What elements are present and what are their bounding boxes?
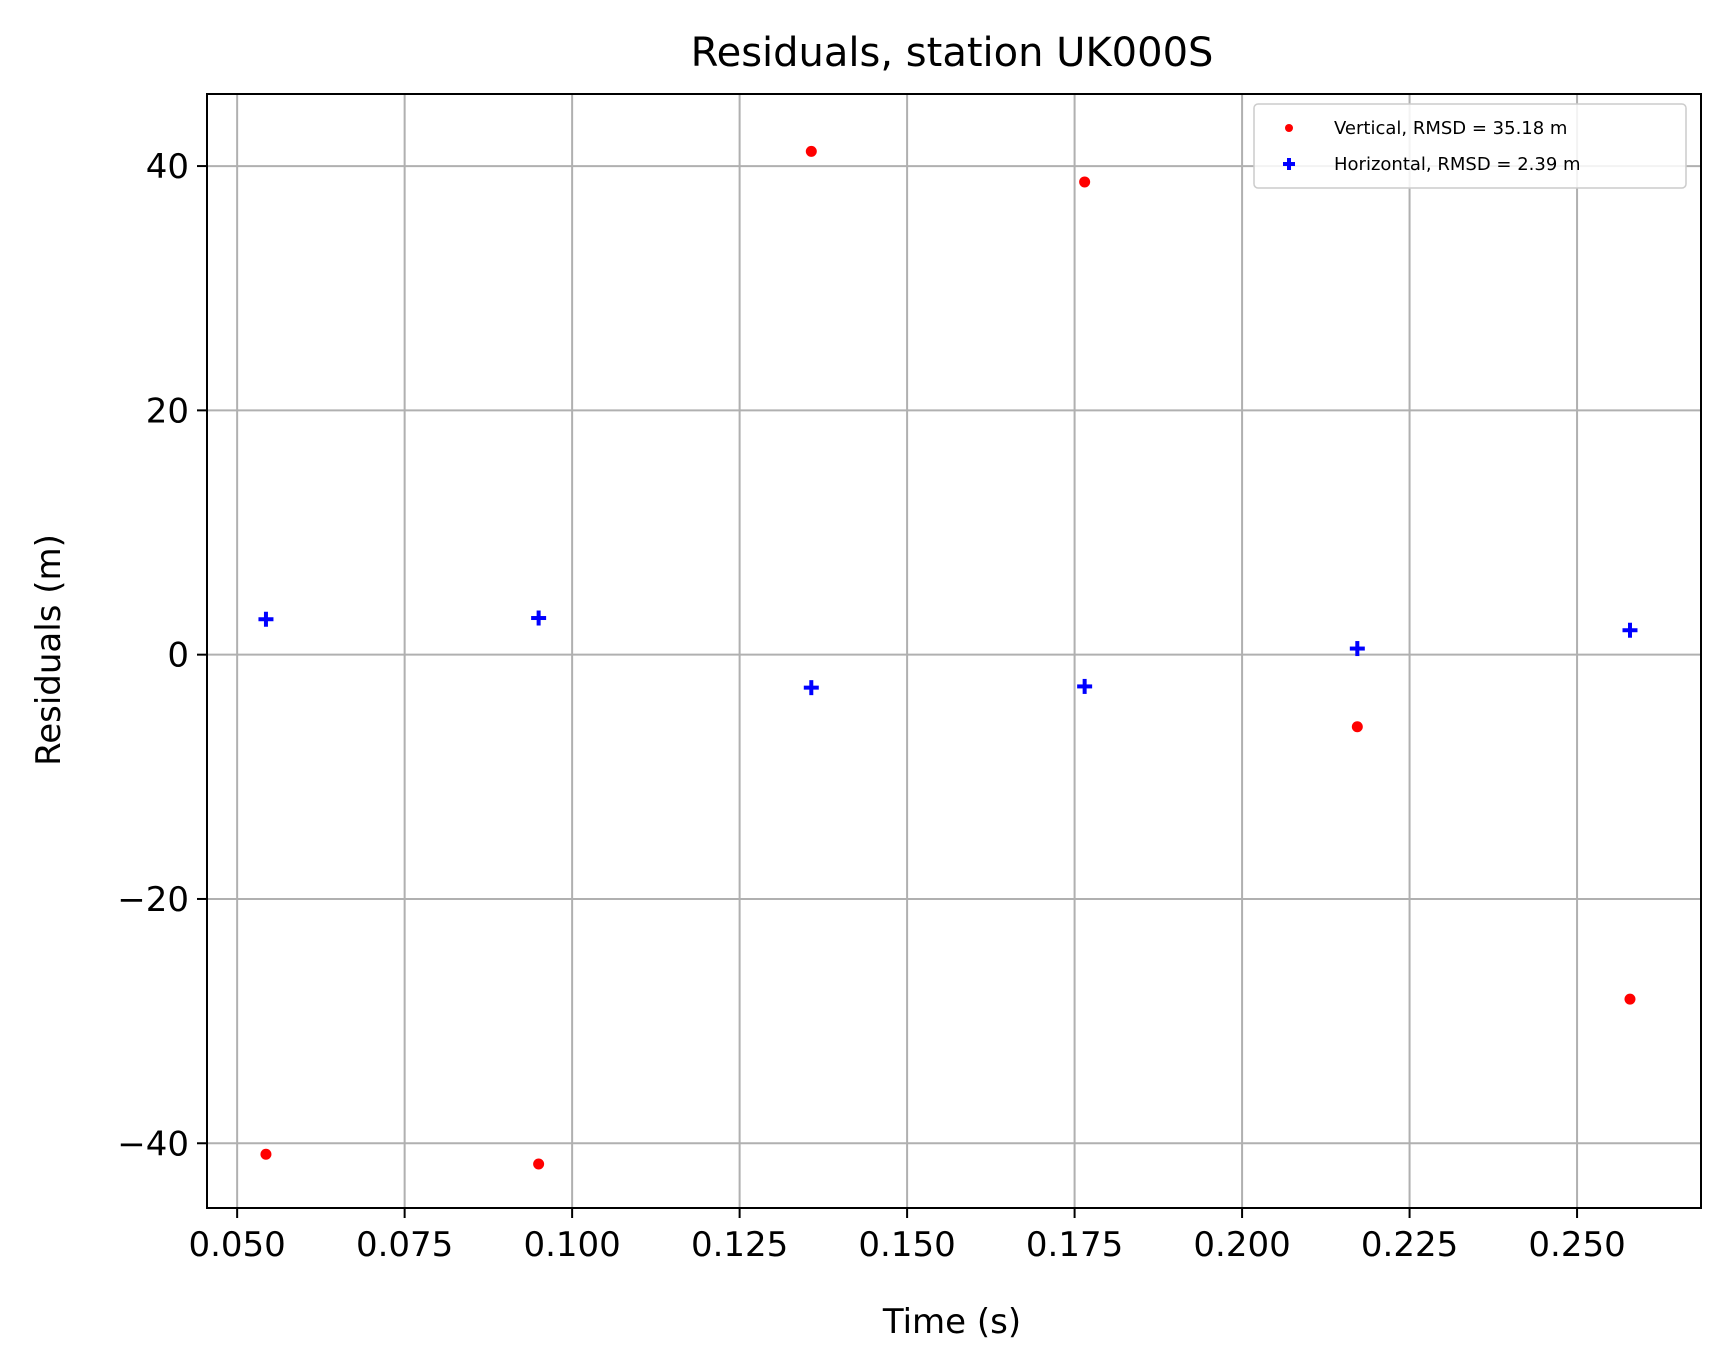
axis-ticks: 0.050 0.075 0.100 0.125 0.150 0.175 0.200 0.225… [117,147,1625,1265]
vertical-point [533,1158,545,1170]
horizontal-point [258,611,274,627]
horizontal-point [1349,641,1365,657]
vertical-point [1624,993,1636,1005]
horizontal-point [1622,622,1638,638]
horizontal-series [258,610,1638,696]
horizontal-point [803,680,819,696]
legend-marker-horizontal [1283,158,1295,170]
y-tick-label: 0 [167,636,189,676]
legend-box [1253,103,1687,189]
vertical-point [805,145,817,157]
y-tick-label: −20 [117,880,189,920]
x-tick-label: 0.225 [1361,1225,1458,1265]
legend-label-vertical: Vertical, RMSD = 35.18 m [1334,118,1567,139]
x-tick-label: 0.175 [1026,1225,1123,1265]
horizontal-point [1077,678,1093,694]
vertical-point [1079,176,1091,188]
legend-marker-vertical [1285,124,1293,132]
horizontal-point [531,610,547,626]
legend-label-horizontal: Horizontal, RMSD = 2.39 m [1334,154,1581,175]
x-axis-label: Time (s) [882,1302,1021,1342]
x-tick-label: 0.250 [1528,1225,1625,1265]
plot-data [258,145,1638,1170]
vertical-point [260,1148,272,1160]
x-tick-label: 0.050 [188,1225,285,1265]
y-tick-label: 40 [146,147,189,187]
x-tick-label: 0.200 [1193,1225,1290,1265]
vertical-series [260,145,1636,1170]
y-tick-label: 20 [146,391,189,431]
y-axis-label: Residuals (m) [29,534,69,766]
y-tick-label: −40 [117,1124,189,1164]
vertical-point [1351,721,1363,733]
x-tick-label: 0.100 [523,1225,620,1265]
chart-title: Residuals, station UK000S [691,30,1214,76]
legend: Vertical, RMSD = 35.18 m Horizontal, RMSD… [1253,103,1687,189]
plot-frame [206,93,1702,1209]
x-tick-label: 0.075 [356,1225,453,1265]
x-tick-label: 0.125 [691,1225,788,1265]
x-tick-label: 0.150 [858,1225,955,1265]
